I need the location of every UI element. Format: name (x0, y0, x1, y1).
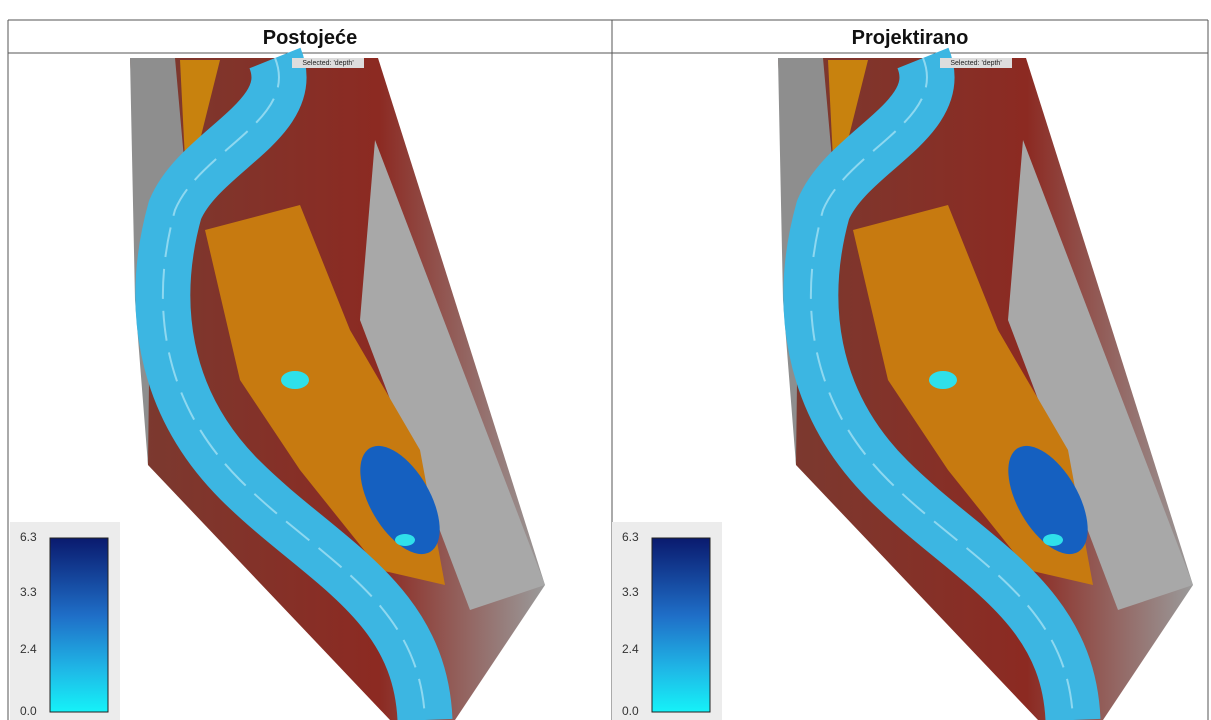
legend-label: 3.3 (20, 585, 37, 599)
page: Postojeće Selected: 'depth' 6.3 3.3 2.4 … (0, 0, 1211, 720)
depth-map (778, 58, 1193, 720)
legend-label: 6.3 (20, 530, 37, 544)
selected-label: Selected: 'depth' (950, 60, 1001, 67)
legend-bar (50, 538, 108, 712)
legend-label: 6.3 (622, 530, 639, 544)
legend-label: 0.0 (622, 704, 639, 718)
panel: Projektirano Selected: 'depth' 6.3 3.3 2… (612, 27, 1193, 720)
panel-title: Postojeće (263, 27, 357, 49)
panel-title: Projektirano (852, 27, 969, 49)
selected-label: Selected: 'depth' (302, 60, 353, 67)
legend-bar (652, 538, 710, 712)
depth-map (130, 58, 545, 720)
panel: Postojeće Selected: 'depth' 6.3 3.3 2.4 … (10, 27, 545, 720)
legend-label: 2.4 (20, 642, 37, 656)
legend-label: 0.0 (20, 704, 37, 718)
legend-label: 2.4 (622, 642, 639, 656)
legend-label: 3.3 (622, 585, 639, 599)
